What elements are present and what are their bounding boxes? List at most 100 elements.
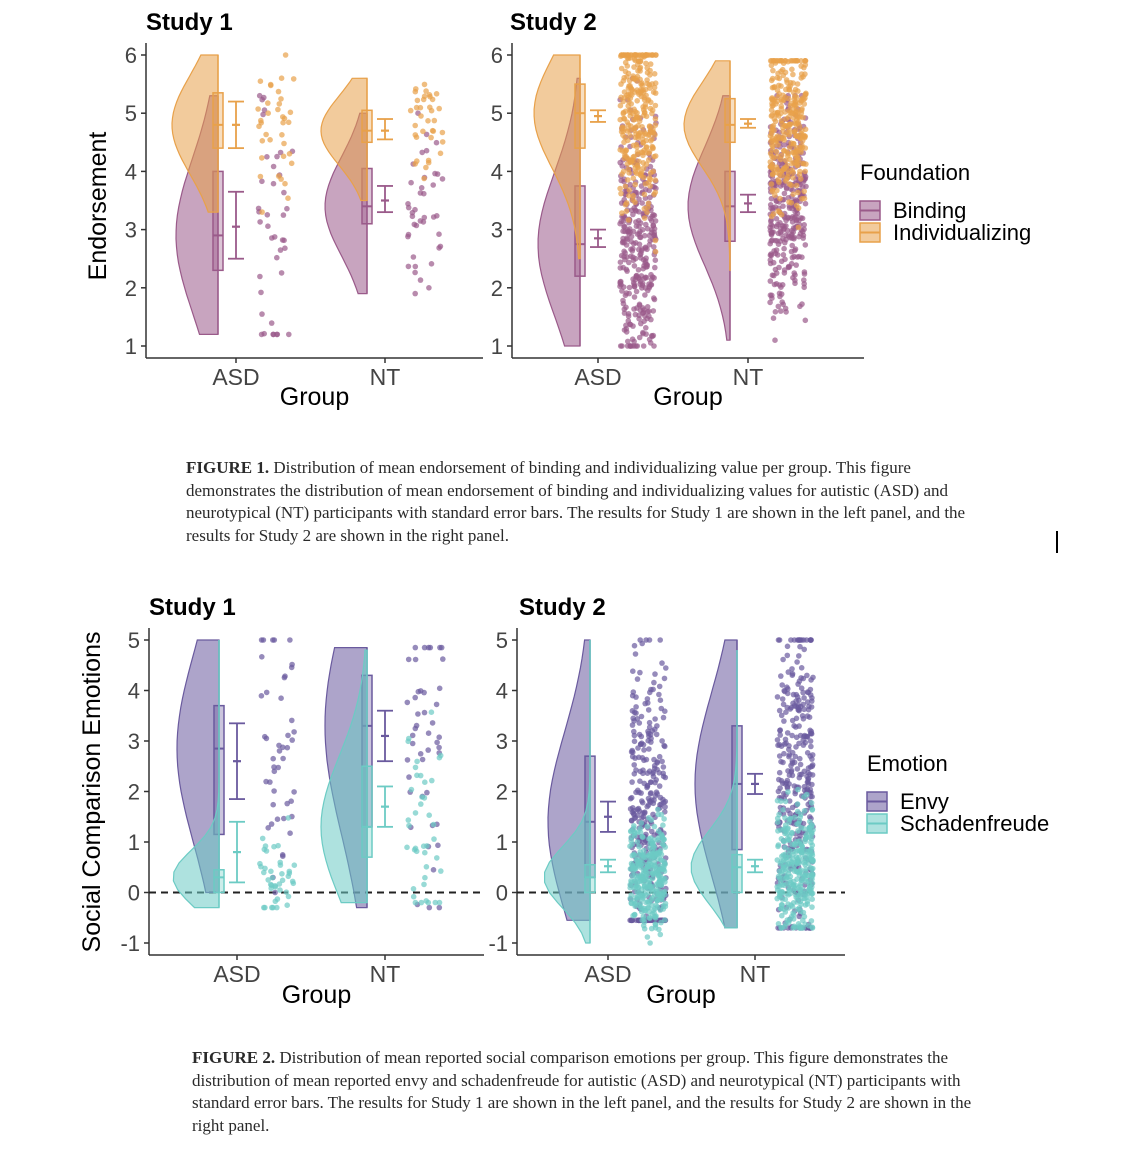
raw-data-point — [414, 772, 420, 779]
raw-data-point — [778, 106, 785, 112]
raw-data-point — [414, 97, 421, 104]
raw-data-point — [629, 336, 636, 343]
raw-data-point — [632, 865, 638, 872]
raw-data-point — [426, 904, 433, 911]
raw-data-point — [259, 155, 265, 161]
raw-data-point — [644, 225, 651, 232]
raw-data-point — [431, 117, 438, 124]
series-individualizing-asd — [171, 52, 297, 215]
raw-data-point — [645, 707, 652, 713]
raw-data-point — [276, 748, 283, 754]
raw-data-point — [644, 304, 651, 310]
raw-data-point — [655, 835, 662, 841]
raw-data-point — [786, 887, 793, 894]
raw-data-point — [806, 826, 813, 833]
raw-data-point — [617, 343, 624, 349]
raw-data-point — [644, 934, 651, 940]
raw-data-point — [655, 828, 662, 834]
legend-title: Foundation — [860, 160, 970, 185]
raw-data-point — [787, 706, 793, 712]
raw-data-point — [796, 253, 802, 260]
raw-data-point — [795, 109, 801, 116]
raw-data-point — [430, 182, 437, 188]
raw-data-point — [636, 858, 642, 864]
raw-data-point — [782, 844, 788, 851]
raw-data-point — [257, 219, 263, 225]
raw-data-point — [801, 277, 807, 283]
raw-data-point — [768, 107, 775, 113]
raw-data-point — [282, 52, 289, 58]
raw-data-point — [801, 794, 807, 800]
raw-data-point — [770, 143, 776, 150]
raw-data-point — [790, 174, 796, 181]
raw-data-point — [640, 343, 647, 349]
raw-data-point — [793, 202, 800, 209]
raw-data-point — [279, 871, 285, 877]
raw-data-point — [769, 138, 776, 144]
raw-data-point — [657, 802, 663, 808]
series-schadenfreude-nt — [320, 649, 444, 906]
raw-data-point — [796, 653, 802, 659]
raw-data-point — [800, 228, 806, 235]
series-schadenfreude-asd — [172, 640, 298, 911]
raw-data-point — [432, 899, 439, 906]
raw-data-point — [660, 764, 667, 770]
raw-data-point — [418, 113, 424, 119]
raw-data-point — [631, 642, 638, 649]
raw-data-point — [641, 205, 648, 212]
raw-data-point — [795, 821, 802, 827]
raw-data-point — [640, 767, 646, 773]
raw-data-point — [794, 659, 800, 665]
raw-data-point — [411, 221, 418, 228]
raw-data-point — [283, 889, 290, 895]
raw-data-point — [660, 773, 667, 780]
raw-data-point — [646, 308, 652, 315]
raw-data-point — [641, 839, 648, 846]
raw-data-point — [648, 896, 655, 903]
raw-data-point — [796, 144, 803, 151]
raw-data-point — [635, 52, 642, 59]
raw-data-point — [633, 288, 640, 295]
raw-data-point — [648, 779, 654, 785]
panel-title: Study 2 — [519, 594, 606, 621]
raw-data-point — [624, 119, 631, 125]
raw-data-point — [768, 231, 775, 237]
box-iqr — [574, 83, 586, 149]
raw-data-point — [620, 300, 627, 307]
raw-data-point — [785, 95, 792, 102]
raw-data-point — [646, 815, 652, 821]
raw-data-point — [434, 739, 440, 746]
raw-data-point — [631, 728, 637, 735]
raw-data-point — [791, 236, 797, 242]
raw-data-point — [631, 205, 637, 211]
raw-data-point — [276, 101, 283, 107]
raw-data-point — [636, 843, 642, 850]
raw-data-point — [795, 847, 801, 854]
raw-data-point — [656, 783, 663, 789]
raw-data-point — [274, 331, 281, 338]
raw-data-point — [638, 713, 645, 720]
panel-title: Study 2 — [510, 9, 597, 36]
raw-data-point — [775, 843, 781, 850]
raw-data-point — [649, 136, 655, 142]
raw-data-point — [800, 701, 806, 708]
raw-data-point — [646, 187, 652, 194]
raw-data-point — [628, 900, 635, 907]
raw-data-point — [630, 211, 636, 218]
raw-data-point — [769, 84, 776, 91]
y-tick-label: 5 — [128, 628, 140, 653]
raw-data-point — [421, 93, 428, 100]
raw-data-point — [794, 766, 801, 772]
raw-data-point — [278, 176, 284, 182]
raw-data-point — [285, 119, 292, 126]
raw-data-point — [799, 771, 805, 778]
raw-data-point — [281, 140, 287, 147]
raw-data-point — [630, 257, 637, 264]
raw-data-point — [795, 119, 802, 125]
raw-data-point — [623, 208, 630, 214]
raw-data-point — [282, 245, 288, 251]
raw-data-point — [433, 91, 440, 97]
raw-data-point — [773, 216, 780, 222]
raw-data-point — [632, 311, 639, 318]
raw-data-point — [645, 802, 652, 808]
